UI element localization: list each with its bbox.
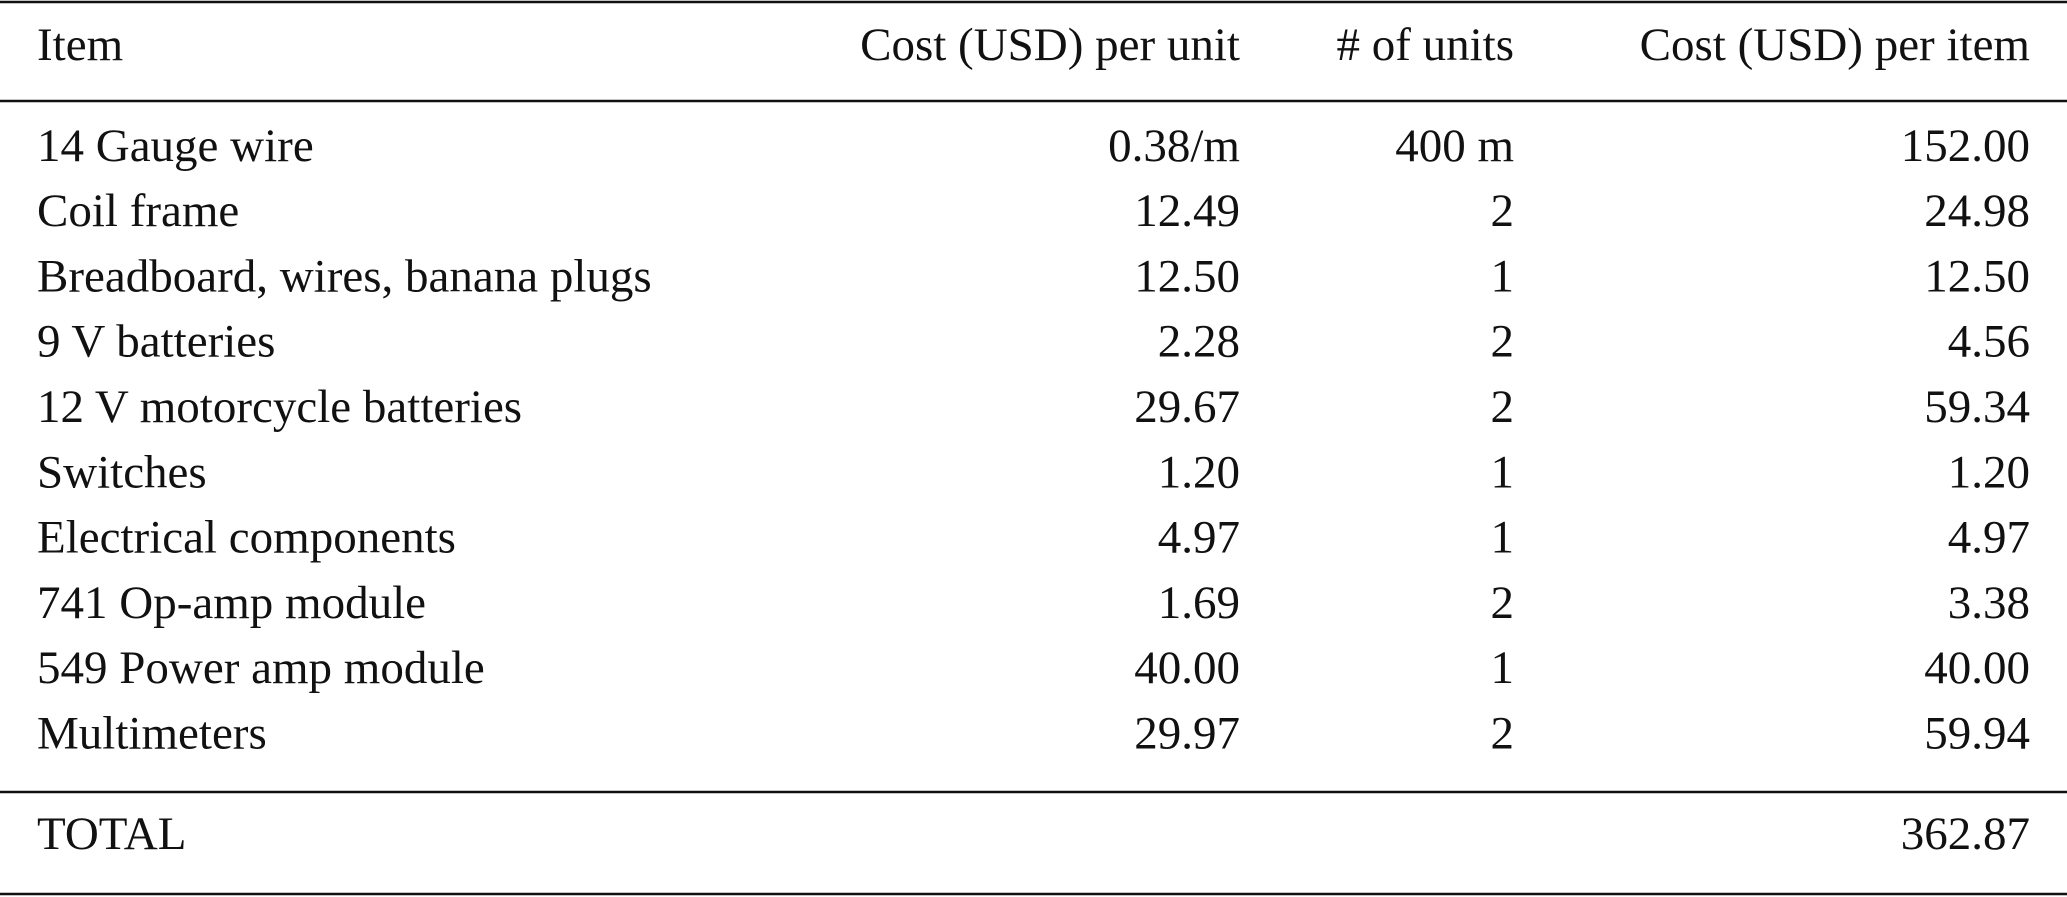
cell: 0.38/m [1108, 120, 1240, 172]
cell: 4.56 [1948, 316, 2030, 368]
cell: 2.28 [1158, 316, 1240, 368]
cell: 1.20 [1158, 446, 1240, 498]
cell: 549 Power amp module [37, 642, 485, 694]
cell: Switches [37, 446, 207, 498]
cell: 14 Gauge wire [37, 120, 314, 172]
cell: 2 [1491, 185, 1515, 237]
cell: Coil frame [37, 185, 239, 237]
cell: 2 [1491, 707, 1515, 759]
header-cell: Cost (USD) per item [1640, 19, 2030, 71]
cell: 2 [1491, 381, 1515, 433]
cell: 1 [1491, 512, 1515, 564]
cell: Breadboard, wires, banana plugs [37, 250, 652, 302]
cell: 741 Op-amp module [37, 577, 426, 629]
header-cell: Cost (USD) per unit [860, 19, 1240, 71]
cell: 2 [1491, 577, 1515, 629]
cell: 400 m [1395, 120, 1514, 172]
cell: 1.69 [1158, 577, 1240, 629]
cell: 1 [1491, 642, 1515, 694]
cell: Electrical components [37, 512, 456, 564]
cell: 29.67 [1134, 381, 1240, 433]
cell: 1.20 [1948, 446, 2030, 498]
header-cell: Item [37, 19, 123, 71]
header-cell: # of units [1336, 19, 1514, 71]
cell: 12.49 [1134, 185, 1240, 237]
cell: 24.98 [1924, 185, 2030, 237]
total-value: 362.87 [1901, 808, 2030, 860]
cell: 1 [1491, 250, 1515, 302]
cell: 29.97 [1134, 707, 1240, 759]
cell: 1 [1491, 446, 1515, 498]
cell: 12.50 [1924, 250, 2030, 302]
cell: 9 V batteries [37, 316, 275, 368]
total-label: TOTAL [37, 808, 186, 860]
cell: 152.00 [1901, 120, 2030, 172]
cell: 12.50 [1134, 250, 1240, 302]
cell: 4.97 [1158, 512, 1240, 564]
cell: 40.00 [1924, 642, 2030, 694]
cell: 40.00 [1134, 642, 1240, 694]
cell: 4.97 [1948, 512, 2030, 564]
cell: 2 [1491, 316, 1515, 368]
cell: 12 V motorcycle batteries [37, 381, 522, 433]
cell: Multimeters [37, 707, 267, 759]
cell: 59.94 [1924, 707, 2030, 759]
cell: 3.38 [1948, 577, 2030, 629]
cell: 59.34 [1924, 381, 2030, 433]
